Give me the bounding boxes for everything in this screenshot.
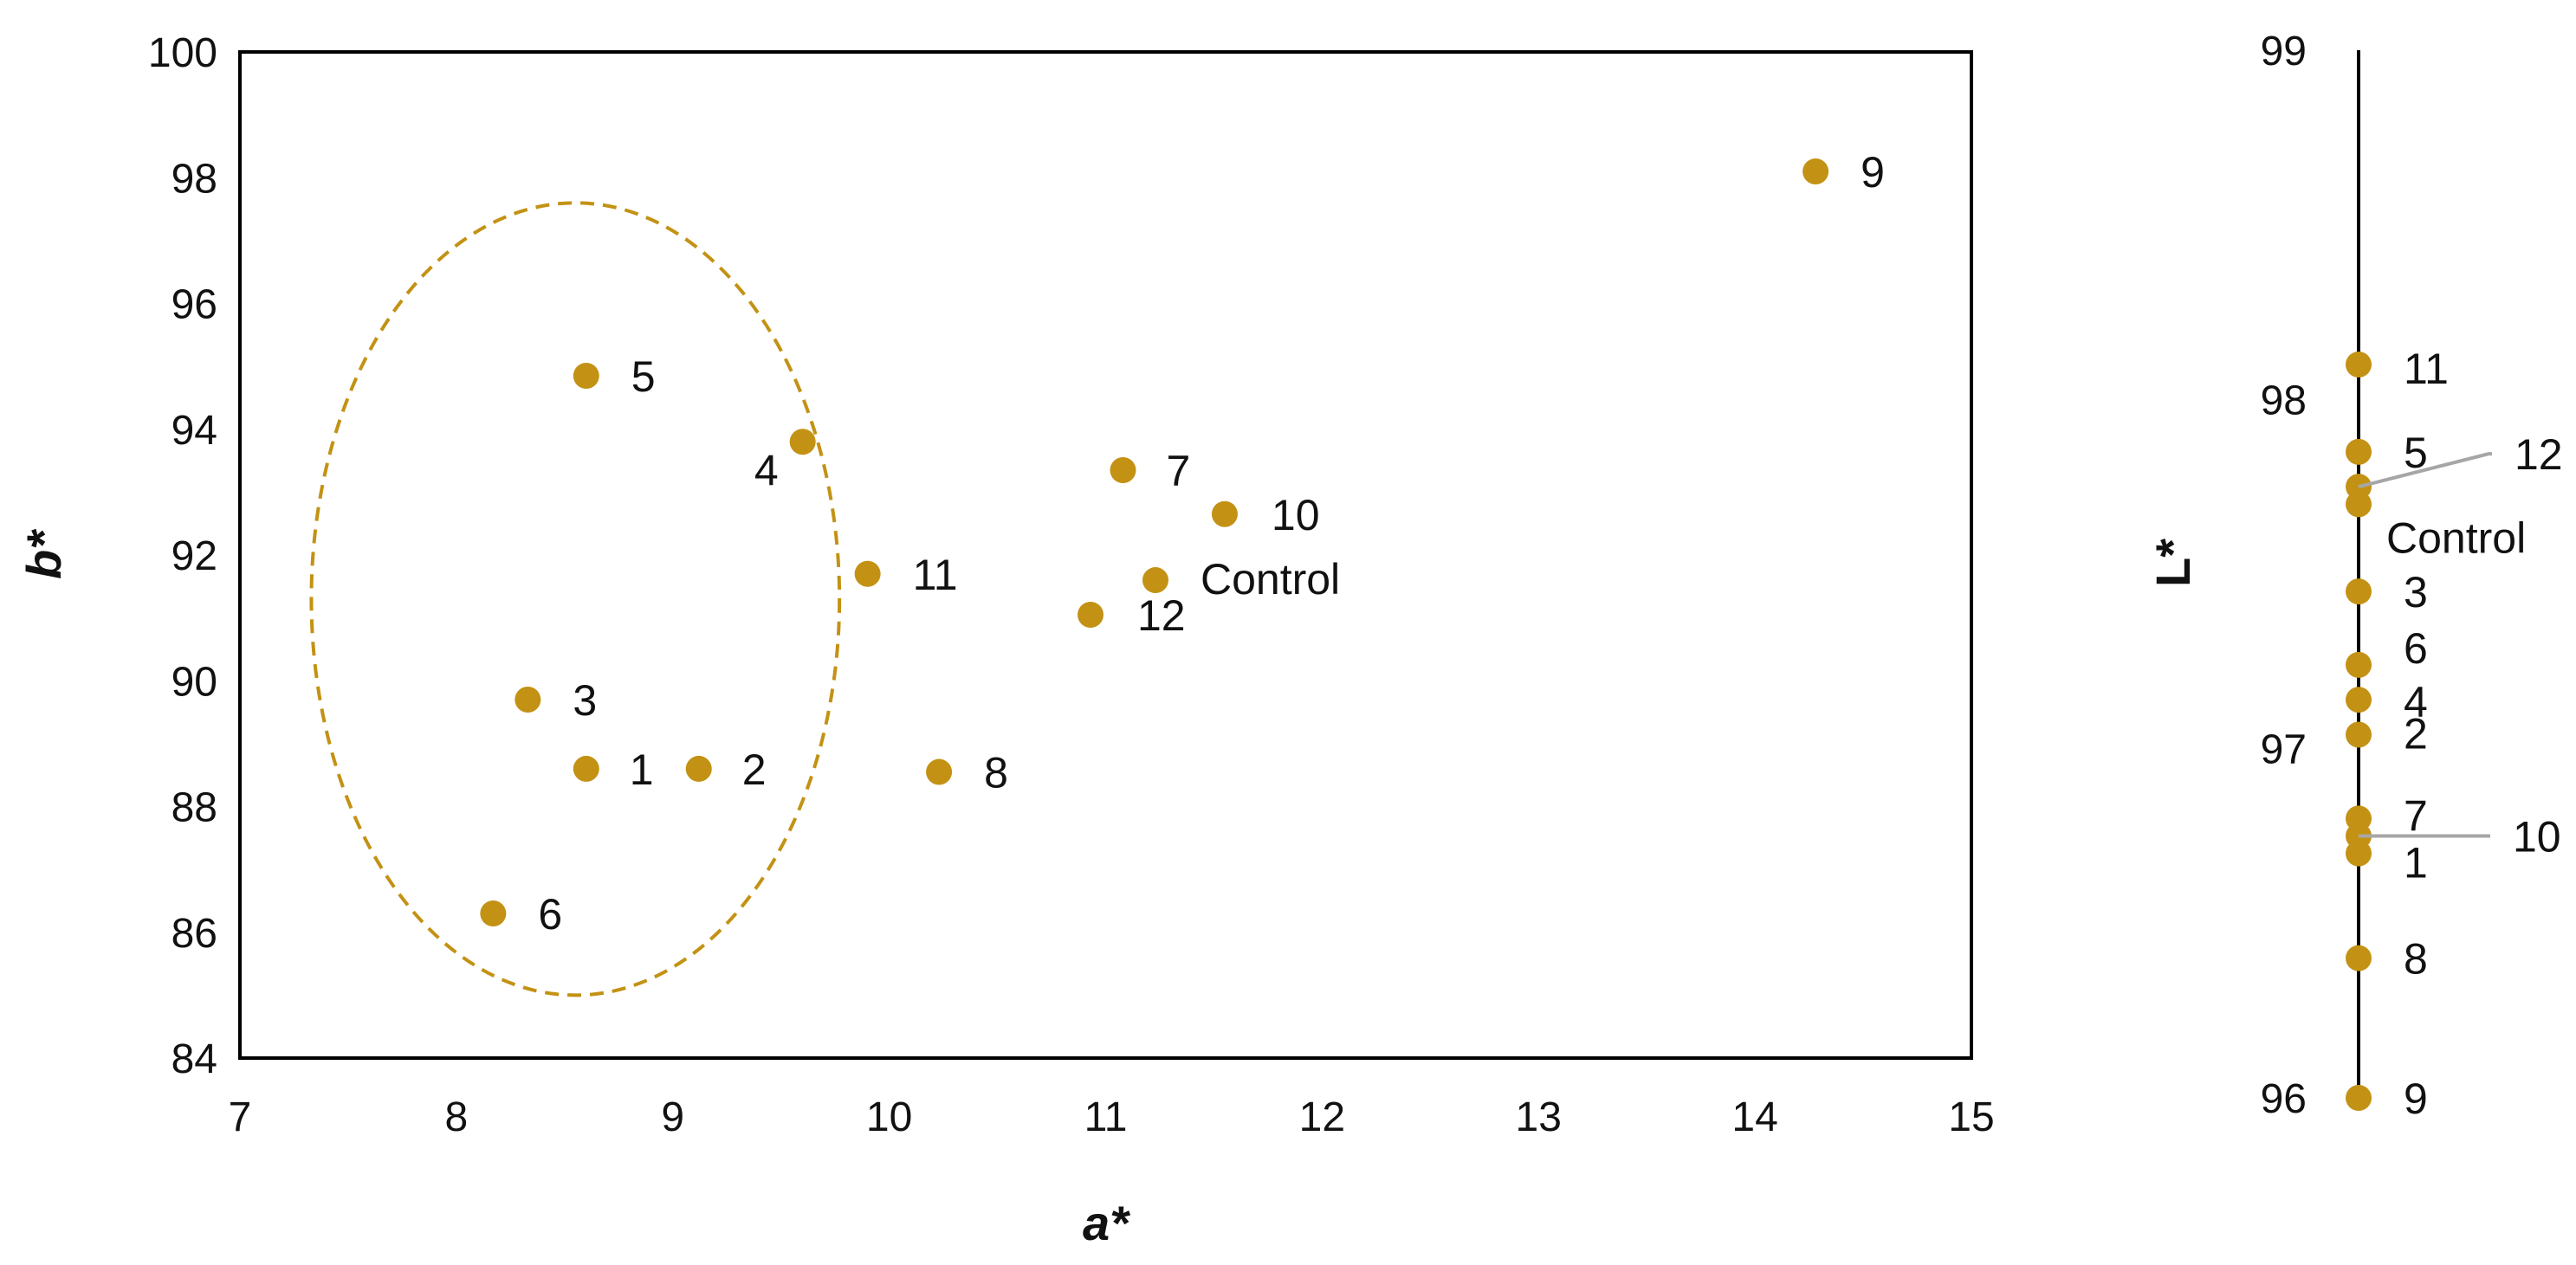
point-label-7: 7 (1166, 447, 1190, 495)
point-label-control: Control (1201, 555, 1340, 603)
y-tick-label-92: 92 (172, 533, 217, 579)
y-tick-label-96: 96 (172, 282, 217, 328)
l-point-label-12: 12 (2515, 430, 2563, 479)
data-point-10 (1211, 500, 1238, 527)
data-point-control (1142, 567, 1168, 594)
data-point-6 (480, 900, 507, 926)
x-tick-label-12: 12 (1299, 1094, 1345, 1140)
x-tick-label-10: 10 (866, 1094, 912, 1140)
point-label-6: 6 (538, 890, 562, 939)
l-tick-label-99: 99 (2261, 29, 2307, 74)
y-tick-label-100: 100 (148, 30, 217, 76)
data-point-11 (854, 560, 881, 587)
l-data-point-11 (2346, 352, 2372, 378)
x-tick-label-13: 13 (1516, 1094, 1562, 1140)
x-axis-ticks: 7 8 9 10 11 12 13 14 15 (229, 1094, 1995, 1140)
data-point-4 (789, 429, 816, 455)
l-point-label-7: 7 (2404, 791, 2428, 840)
plot-area-frame (238, 50, 1973, 1060)
l-data-point-9 (2346, 1085, 2372, 1111)
l-axis-title: L* (2146, 539, 2200, 587)
l-point-label-10: 10 (2513, 813, 2561, 862)
cluster-ellipse-annotation (309, 201, 842, 997)
x-tick-label-7: 7 (229, 1094, 252, 1140)
l-point-label-9: 9 (2404, 1075, 2428, 1123)
data-point-8 (926, 758, 953, 785)
x-tick-label-8: 8 (445, 1094, 469, 1140)
l-tick-label-96: 96 (2261, 1076, 2307, 1122)
point-label-11: 11 (913, 551, 958, 599)
l-point-label-1: 1 (2404, 839, 2428, 887)
l-data-point-3 (2346, 578, 2372, 605)
l-data-point-6 (2346, 651, 2372, 678)
point-label-1: 1 (630, 745, 654, 794)
y-axis-title: b* (16, 529, 71, 579)
x-tick-label-14: 14 (1731, 1094, 1777, 1140)
l-data-point-control (2346, 491, 2372, 518)
l-point-label-6: 6 (2404, 624, 2428, 673)
l-point-label-2: 2 (2404, 710, 2428, 758)
point-label-10: 10 (1272, 491, 1320, 539)
leader-line-12 (2358, 452, 2492, 489)
x-tick-label-11: 11 (1084, 1094, 1128, 1140)
point-label-8: 8 (984, 749, 1008, 797)
point-label-12: 12 (1137, 591, 1186, 640)
x-tick-label-9: 9 (661, 1094, 684, 1140)
data-point-2 (685, 755, 712, 782)
point-label-5: 5 (631, 352, 656, 401)
y-tick-label-84: 84 (172, 1036, 217, 1082)
point-label-9: 9 (1861, 148, 1885, 197)
data-point-12 (1078, 601, 1104, 628)
l-point-label-4: 4 (2404, 678, 2428, 726)
l-point-label-control: Control (2386, 513, 2526, 562)
data-point-5 (573, 363, 599, 390)
l-data-point-1 (2346, 840, 2372, 867)
l-point-label-8: 8 (2404, 935, 2428, 984)
y-tick-label-88: 88 (172, 785, 217, 831)
l-tick-label-98: 98 (2261, 378, 2307, 423)
data-point-7 (1110, 456, 1136, 483)
data-point-1 (573, 755, 599, 782)
y-axis-ticks: 84 86 88 90 92 94 96 98 100 (148, 30, 217, 1082)
point-label-2: 2 (742, 745, 767, 794)
l-data-point-2 (2346, 721, 2372, 748)
y-tick-label-98: 98 (172, 156, 217, 202)
y-tick-label-86: 86 (172, 911, 217, 957)
l-data-point-5 (2346, 438, 2372, 465)
point-label-3: 3 (573, 676, 597, 725)
data-point-3 (515, 687, 541, 713)
data-point-9 (1803, 158, 1829, 184)
l-data-point-4 (2346, 687, 2372, 713)
x-tick-label-15: 15 (1948, 1094, 1994, 1140)
l-tick-label-97: 97 (2261, 727, 2307, 773)
y-tick-label-90: 90 (172, 659, 217, 705)
x-axis-title: a* (1083, 1196, 1130, 1250)
l-point-label-11: 11 (2404, 345, 2449, 393)
l-data-point-8 (2346, 945, 2372, 971)
y-tick-label-94: 94 (172, 408, 217, 454)
point-label-4: 4 (754, 446, 779, 494)
l-point-label-3: 3 (2404, 568, 2428, 616)
l-axis-ticks: 96 97 98 99 (2261, 29, 2307, 1122)
